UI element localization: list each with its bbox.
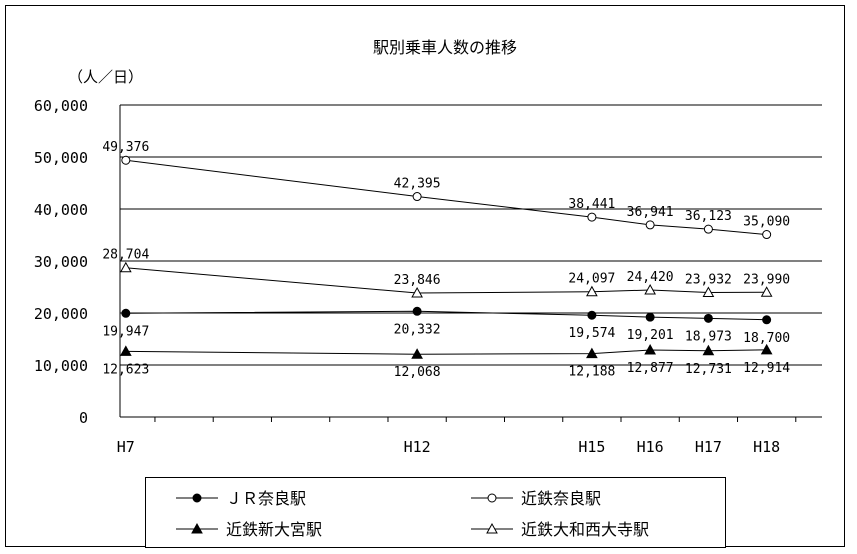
data-label: 18,973 bbox=[685, 329, 732, 344]
data-label: 19,201 bbox=[627, 328, 674, 343]
legend-label: ＪＲ奈良駅 bbox=[226, 489, 306, 508]
legend-label: 近鉄大和西大寺駅 bbox=[521, 520, 649, 539]
data-point bbox=[762, 315, 772, 325]
data-label: 38,441 bbox=[568, 197, 615, 212]
y-tick-label: 40,000 bbox=[34, 201, 88, 219]
x-tick-label: H16 bbox=[637, 438, 664, 456]
tick-labels: 0 10,000 20,000 30,000 40,000 50,000 60,000 H7 H… bbox=[34, 97, 780, 456]
series-markers bbox=[119, 155, 773, 359]
y-tick-label: 50,000 bbox=[34, 149, 88, 167]
data-point bbox=[762, 230, 772, 240]
data-point bbox=[587, 212, 597, 222]
data-point bbox=[411, 286, 423, 298]
data-point bbox=[411, 348, 423, 359]
data-point bbox=[119, 261, 132, 273]
legend-label: 近鉄奈良駅 bbox=[521, 489, 601, 508]
legend-label: 近鉄新大宮駅 bbox=[226, 520, 322, 539]
data-label: 49,376 bbox=[102, 140, 149, 155]
data-point bbox=[760, 343, 773, 355]
data-label: 12,068 bbox=[394, 365, 441, 380]
series-line bbox=[125, 310, 767, 321]
y-tick-label: 20,000 bbox=[34, 305, 88, 323]
x-tick-label: H17 bbox=[695, 438, 722, 456]
data-point bbox=[412, 192, 422, 202]
data-label: 28,704 bbox=[102, 248, 149, 263]
data-label: 12,623 bbox=[102, 362, 149, 377]
legend-marker bbox=[487, 493, 497, 503]
data-point bbox=[587, 310, 597, 320]
legend-marker bbox=[191, 522, 203, 534]
data-point bbox=[644, 344, 656, 355]
series-lines bbox=[125, 159, 767, 355]
data-label: 12,188 bbox=[568, 365, 615, 380]
y-tick-label: 60,000 bbox=[34, 97, 88, 115]
data-label: 36,941 bbox=[627, 205, 674, 220]
data-label: 36,123 bbox=[685, 209, 732, 224]
data-label: 24,420 bbox=[627, 270, 674, 285]
y-tick-label: 30,000 bbox=[34, 253, 88, 271]
legend-marker bbox=[192, 493, 202, 503]
data-point bbox=[702, 344, 715, 356]
data-label: 23,990 bbox=[743, 272, 790, 287]
series-line bbox=[125, 267, 767, 294]
data-point bbox=[586, 347, 598, 359]
y-tick-label: 10,000 bbox=[34, 357, 88, 375]
data-label: 18,700 bbox=[743, 331, 790, 346]
x-tick-label: H15 bbox=[578, 438, 605, 456]
data-point bbox=[703, 224, 713, 234]
chart-frame bbox=[5, 5, 845, 547]
legend-marker bbox=[486, 522, 498, 534]
data-label: 12,914 bbox=[743, 361, 790, 376]
data-label: 42,395 bbox=[394, 177, 441, 192]
x-tick-label: H12 bbox=[404, 438, 431, 456]
y-axis-unit-label: （人／日） bbox=[68, 68, 143, 86]
data-point bbox=[760, 286, 773, 297]
y-tick-label: 0 bbox=[79, 409, 88, 427]
data-point bbox=[645, 312, 655, 322]
axes bbox=[119, 105, 822, 422]
x-tick-label: H7 bbox=[117, 438, 135, 456]
data-point bbox=[702, 286, 715, 298]
data-label: 23,932 bbox=[685, 273, 732, 288]
data-point bbox=[703, 313, 713, 323]
series-line bbox=[125, 349, 767, 355]
legend: ＪＲ奈良駅 近鉄奈良駅近鉄新大宮駅 近鉄大和西大寺駅 bbox=[145, 477, 726, 548]
data-point bbox=[119, 345, 132, 356]
data-point bbox=[586, 285, 598, 297]
data-label: 19,947 bbox=[102, 324, 149, 339]
data-label: 12,877 bbox=[627, 361, 674, 376]
data-label: 23,846 bbox=[394, 273, 441, 288]
data-point bbox=[121, 155, 131, 165]
x-tick-label: H18 bbox=[753, 438, 780, 456]
data-label: 20,332 bbox=[394, 322, 441, 337]
data-point bbox=[412, 306, 422, 316]
data-label: 35,090 bbox=[743, 215, 790, 230]
data-point bbox=[644, 283, 656, 295]
data-label: 24,097 bbox=[568, 272, 615, 287]
data-label: 19,574 bbox=[568, 326, 615, 341]
series-line bbox=[125, 159, 767, 236]
data-point bbox=[645, 220, 655, 230]
data-label: 12,731 bbox=[685, 362, 732, 377]
data-point bbox=[121, 308, 131, 318]
chart-title: 駅別乗車人数の推移 bbox=[373, 38, 517, 57]
data-labels: 19,947 20,332 19,574 19,201 18,973 18,700 49,3… bbox=[102, 140, 790, 380]
gridlines bbox=[120, 104, 822, 366]
